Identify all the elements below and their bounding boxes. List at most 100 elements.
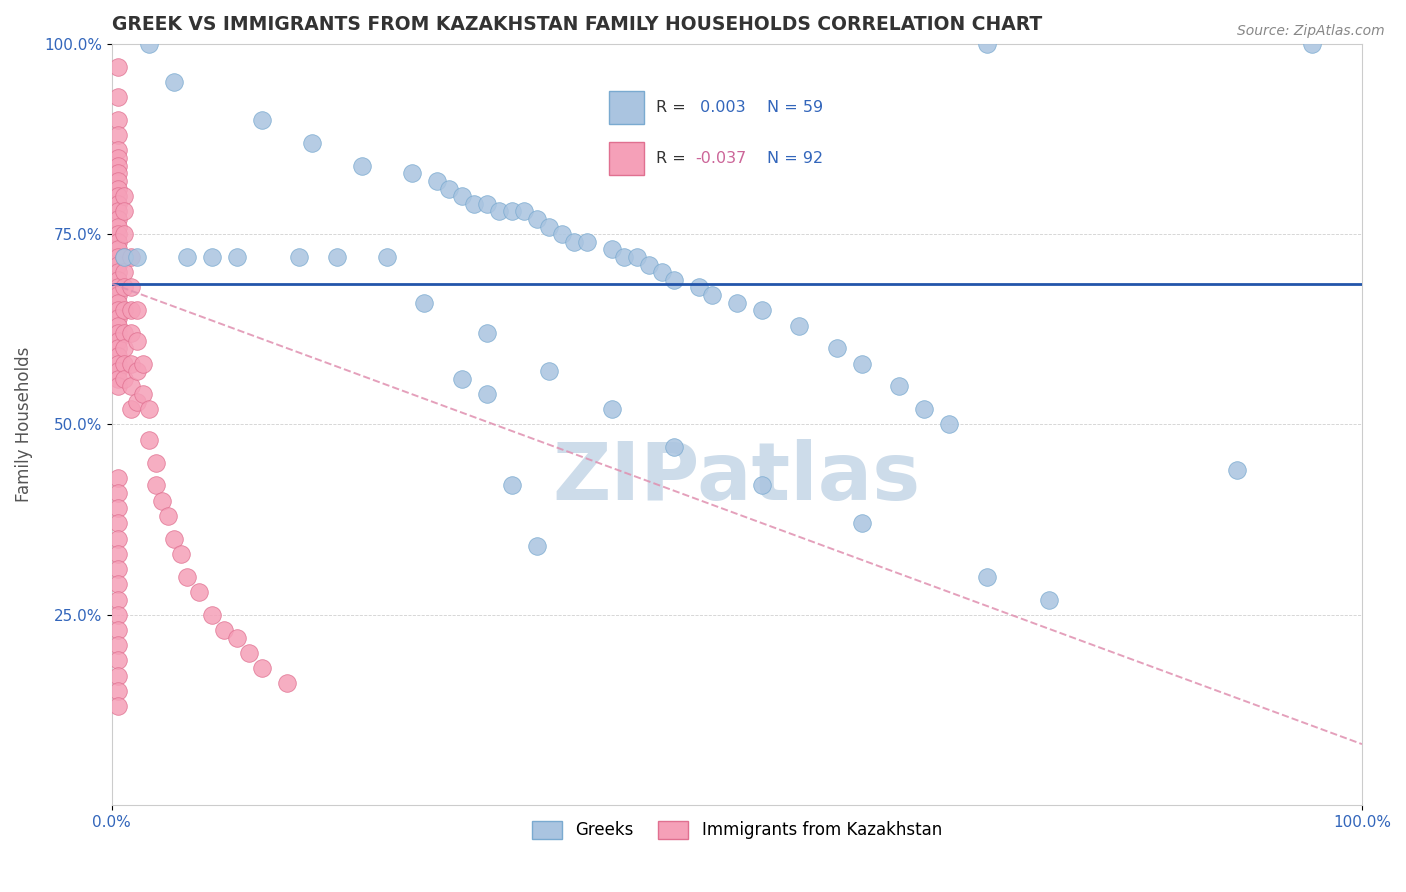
Point xyxy=(600,402,623,417)
Point xyxy=(120,402,142,417)
Point xyxy=(475,326,498,340)
Point xyxy=(107,219,129,234)
Point xyxy=(107,577,129,591)
Point xyxy=(751,478,773,492)
Point xyxy=(751,303,773,318)
Point xyxy=(176,250,198,264)
Point xyxy=(538,364,561,378)
Point xyxy=(107,638,129,652)
Point xyxy=(350,159,373,173)
Point xyxy=(250,661,273,675)
Point xyxy=(112,372,135,386)
Point xyxy=(112,357,135,371)
Point xyxy=(120,357,142,371)
Point xyxy=(789,318,811,333)
Point xyxy=(107,357,129,371)
Point xyxy=(150,493,173,508)
Point xyxy=(451,372,474,386)
Point xyxy=(488,204,510,219)
Point xyxy=(125,394,148,409)
Point xyxy=(120,280,142,294)
Point xyxy=(107,250,129,264)
Point xyxy=(176,569,198,583)
Text: ZIPatlas: ZIPatlas xyxy=(553,439,921,516)
Point xyxy=(513,204,536,219)
Point xyxy=(1226,463,1249,477)
Text: Source: ZipAtlas.com: Source: ZipAtlas.com xyxy=(1237,24,1385,38)
Point xyxy=(107,471,129,485)
Bar xyxy=(609,91,644,124)
Point xyxy=(107,258,129,272)
Point xyxy=(976,569,998,583)
Y-axis label: Family Households: Family Households xyxy=(15,347,32,502)
Point xyxy=(551,227,574,242)
Point xyxy=(638,258,661,272)
Point xyxy=(112,227,135,242)
Point xyxy=(125,250,148,264)
Point xyxy=(700,288,723,302)
Point xyxy=(107,128,129,143)
Point xyxy=(107,349,129,363)
Point xyxy=(107,318,129,333)
Point xyxy=(107,379,129,393)
Point xyxy=(107,280,129,294)
Point xyxy=(475,387,498,401)
Point xyxy=(145,478,167,492)
Point xyxy=(112,204,135,219)
Point xyxy=(138,37,160,51)
Point xyxy=(112,342,135,356)
Point xyxy=(125,364,148,378)
Point xyxy=(107,562,129,576)
Point xyxy=(938,417,960,432)
Text: N = 59: N = 59 xyxy=(768,100,823,115)
Point xyxy=(112,189,135,203)
Point xyxy=(107,144,129,158)
Point xyxy=(138,402,160,417)
Point xyxy=(132,357,155,371)
Point xyxy=(125,303,148,318)
Point xyxy=(107,204,129,219)
Point xyxy=(107,288,129,302)
Point xyxy=(107,181,129,195)
Point xyxy=(188,585,211,599)
Point xyxy=(107,227,129,242)
Point xyxy=(201,607,224,622)
Point xyxy=(107,364,129,378)
Point xyxy=(107,235,129,249)
Point xyxy=(107,189,129,203)
Text: GREEK VS IMMIGRANTS FROM KAZAKHSTAN FAMILY HOUSEHOLDS CORRELATION CHART: GREEK VS IMMIGRANTS FROM KAZAKHSTAN FAMI… xyxy=(112,15,1042,34)
Point xyxy=(613,250,636,264)
Text: N = 92: N = 92 xyxy=(768,152,823,166)
Point xyxy=(851,516,873,531)
Point xyxy=(112,326,135,340)
Point xyxy=(1038,592,1060,607)
Point xyxy=(214,623,236,637)
Point xyxy=(107,113,129,128)
Point xyxy=(107,265,129,279)
Point xyxy=(107,486,129,500)
Point xyxy=(120,379,142,393)
Text: 0.003: 0.003 xyxy=(695,100,745,115)
Point xyxy=(426,174,449,188)
Point xyxy=(169,547,191,561)
Point xyxy=(107,326,129,340)
Point xyxy=(107,310,129,325)
Text: R =: R = xyxy=(655,152,690,166)
Point xyxy=(107,151,129,165)
Point xyxy=(439,181,461,195)
Point xyxy=(288,250,311,264)
Point xyxy=(112,250,135,264)
Point xyxy=(238,646,260,660)
Point xyxy=(107,334,129,348)
Point xyxy=(107,653,129,667)
Point xyxy=(112,265,135,279)
Text: -0.037: -0.037 xyxy=(695,152,747,166)
Point xyxy=(107,547,129,561)
Point xyxy=(463,196,485,211)
Point xyxy=(526,211,548,226)
Point xyxy=(889,379,911,393)
Point xyxy=(626,250,648,264)
Point xyxy=(163,532,186,546)
Point xyxy=(276,676,298,690)
Point xyxy=(107,166,129,180)
